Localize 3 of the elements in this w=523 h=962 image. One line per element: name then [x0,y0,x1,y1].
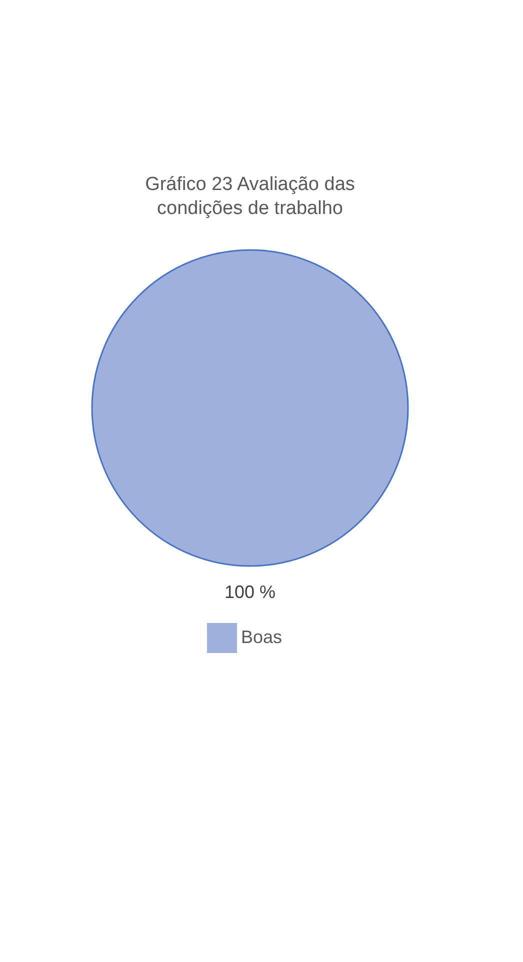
legend-label: Boas [241,627,282,647]
data-label: 100 % [224,582,276,602]
chart-title: Gráfico 23 Avaliação das condições de trabalho [145,174,355,219]
